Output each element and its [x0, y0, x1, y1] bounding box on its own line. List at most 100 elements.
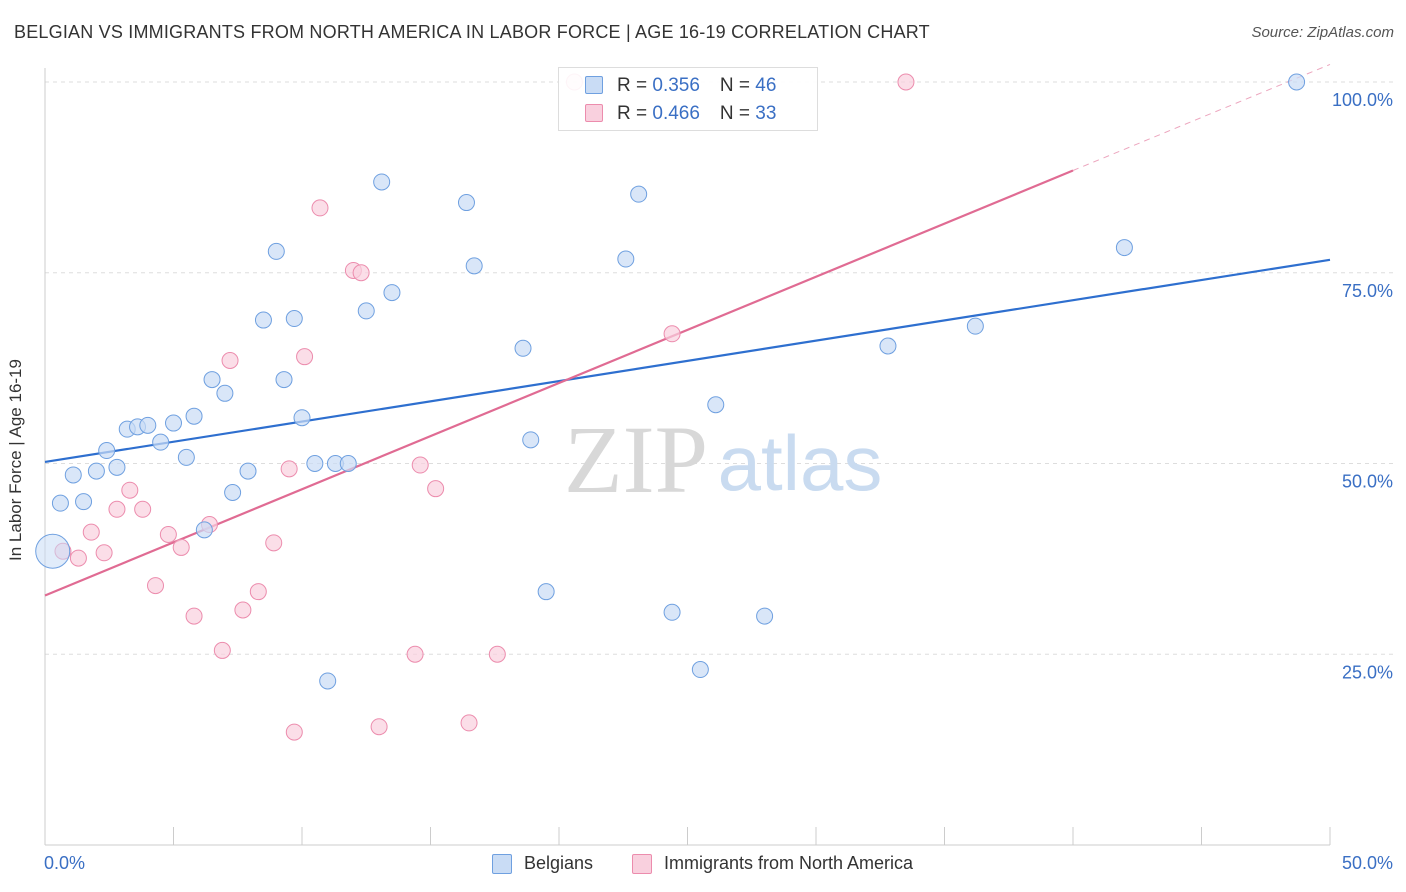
data-point-belgians — [357, 302, 375, 320]
data-point-belgians — [239, 462, 257, 480]
data-point-belgians — [165, 414, 182, 432]
axes — [44, 68, 1331, 846]
data-point-belgians — [707, 396, 725, 414]
legend-r-label: R = — [617, 103, 653, 124]
data-point-belgians — [522, 431, 540, 449]
data-point-belgians — [514, 339, 532, 357]
bottom-legend-label-belgians: Belgians — [524, 853, 594, 873]
legend-swatch-blue — [585, 76, 603, 94]
data-point-immigrants — [352, 264, 370, 282]
data-point-belgians — [630, 185, 648, 203]
data-point-immigrants — [406, 645, 424, 663]
bottom-legend-swatch-blue — [492, 854, 512, 874]
trend-line-belgians — [44, 258, 1331, 464]
data-point-belgians — [339, 455, 357, 472]
data-point-belgians — [756, 607, 774, 625]
data-point-belgians — [691, 661, 709, 679]
data-point-belgians — [216, 384, 234, 402]
chart-title: BELGIAN VS IMMIGRANTS FROM NORTH AMERICA… — [14, 22, 930, 42]
legend-r-value: 0.466 — [652, 103, 700, 124]
data-point-belgians — [254, 311, 272, 329]
legend-n-label: N = — [719, 103, 756, 124]
data-point-belgians — [152, 433, 170, 451]
data-point-immigrants — [285, 723, 303, 741]
tick-labels: 25.0% 50.0% 75.0% 100.0% 0.0% 50.0% — [44, 90, 1393, 873]
legend-n-value: 33 — [755, 103, 777, 124]
points-belgians — [35, 73, 1306, 690]
data-point-belgians — [177, 448, 195, 466]
points-immigrants — [54, 73, 915, 741]
data-point-belgians — [383, 284, 401, 302]
legend-text-immigrants: R = 0.466 N = 33 — [617, 103, 776, 125]
data-point-belgians — [1115, 239, 1133, 257]
data-point-belgians — [75, 493, 93, 511]
data-point-belgians — [267, 242, 285, 260]
data-point-immigrants — [134, 500, 152, 518]
watermark-atlas: atlas — [718, 419, 883, 507]
data-point-belgians — [108, 458, 126, 476]
data-point-belgians — [373, 173, 391, 191]
data-point-immigrants — [411, 456, 429, 474]
data-point-belgians — [617, 250, 635, 268]
data-point-belgians — [64, 466, 82, 484]
data-point-immigrants — [296, 348, 314, 366]
data-point-immigrants — [897, 73, 915, 91]
legend-n-label: N = — [719, 75, 756, 96]
data-point-belgians — [1288, 73, 1306, 91]
data-point-immigrants — [159, 525, 177, 543]
data-point-immigrants — [221, 351, 239, 369]
y-tick-label: 75.0% — [1342, 281, 1393, 301]
data-point-belgians — [457, 194, 475, 212]
legend: R = 0.356 N = 46 R = 0.466 N = 33 — [558, 67, 818, 131]
grid-lines — [45, 81, 1395, 655]
data-point-belgians — [537, 583, 555, 601]
data-point-immigrants — [69, 549, 87, 567]
data-point-belgians — [275, 371, 293, 389]
data-point-immigrants — [663, 325, 681, 343]
data-point-belgians — [51, 494, 69, 512]
data-point-immigrants — [172, 538, 190, 556]
data-point-immigrants — [121, 481, 139, 499]
data-point-belgians — [185, 407, 203, 425]
watermark-zip: ZIP — [564, 406, 708, 513]
trend-line-immigrants-extension — [1072, 63, 1331, 171]
data-point-belgians — [966, 317, 984, 335]
data-point-belgians — [224, 483, 242, 501]
data-point-immigrants — [82, 523, 100, 541]
data-point-belgians — [293, 409, 311, 427]
data-point-belgians — [306, 455, 324, 472]
y-axis-label-wrap: In Labor Force | Age 16-19 — [6, 359, 46, 561]
data-point-belgians — [87, 462, 105, 480]
y-tick-label: 25.0% — [1342, 662, 1393, 682]
legend-n-value: 46 — [755, 75, 777, 96]
bottom-legend-label-immigrants: Immigrants from North America — [664, 853, 914, 873]
data-point-immigrants — [234, 601, 252, 619]
data-point-belgians — [139, 416, 157, 434]
legend-swatch-pink — [585, 104, 603, 122]
data-point-immigrants — [488, 645, 506, 663]
data-point-immigrants — [108, 500, 126, 518]
data-point-belgians — [35, 533, 71, 569]
data-point-belgians — [465, 257, 483, 275]
data-point-belgians — [663, 603, 681, 621]
bottom-legend-swatch-pink — [632, 854, 652, 874]
data-point-immigrants — [427, 480, 445, 498]
y-tick-label: 50.0% — [1342, 472, 1393, 492]
source-label: Source: ZipAtlas.com — [1251, 24, 1394, 41]
data-point-belgians — [879, 337, 897, 355]
trend-lines — [44, 63, 1331, 597]
data-point-immigrants — [95, 544, 113, 562]
legend-text-belgians: R = 0.356 N = 46 — [617, 75, 776, 97]
data-point-immigrants — [311, 199, 329, 217]
data-point-immigrants — [147, 577, 165, 595]
data-point-immigrants — [249, 583, 267, 601]
data-point-belgians — [98, 442, 116, 460]
data-point-immigrants — [265, 534, 283, 552]
data-point-immigrants — [213, 641, 231, 659]
legend-r-label: R = — [617, 75, 653, 96]
x-tick-label: 50.0% — [1342, 853, 1393, 873]
y-tick-label: 100.0% — [1332, 90, 1393, 110]
data-point-immigrants — [460, 714, 478, 732]
data-point-belgians — [195, 521, 213, 539]
